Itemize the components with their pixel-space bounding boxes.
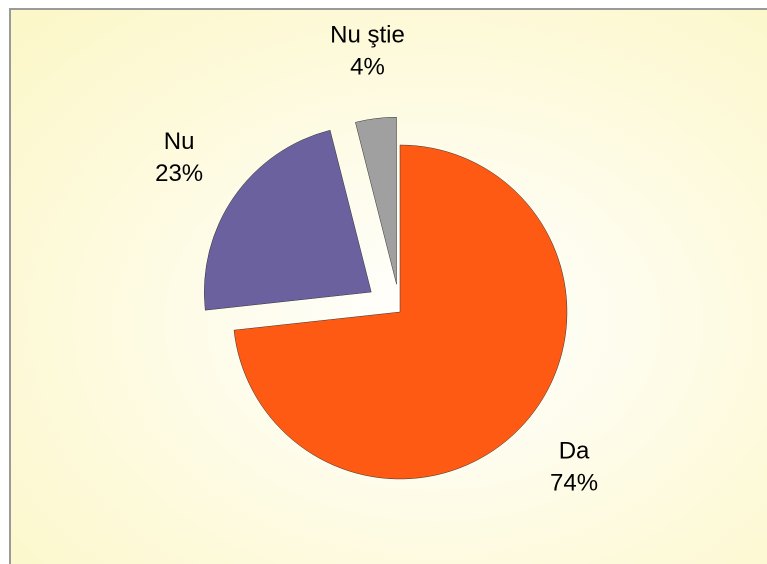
slice-value-label: 74% bbox=[550, 469, 598, 496]
pie-slice bbox=[233, 144, 568, 480]
slice-value-label: 23% bbox=[155, 160, 203, 187]
pie-slice bbox=[355, 116, 397, 285]
slice-value-label: 4% bbox=[350, 54, 385, 81]
chart-frame bbox=[9, 8, 767, 564]
slice-label: Nu ştie bbox=[330, 22, 405, 49]
pie-slice bbox=[204, 129, 372, 311]
slice-label: Da bbox=[559, 437, 590, 464]
slice-label: Nu bbox=[164, 128, 195, 155]
